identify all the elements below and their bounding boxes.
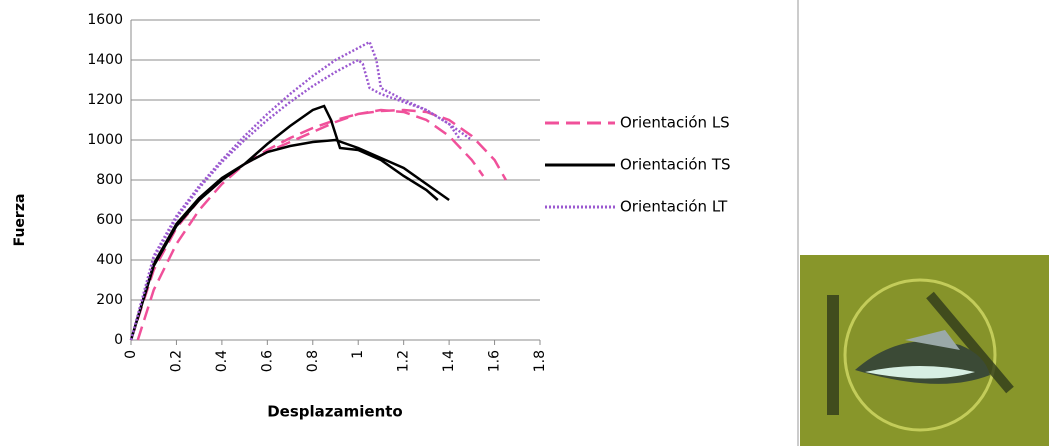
x-tick-label: 1.4 xyxy=(441,350,457,372)
x-tick-label: 1.6 xyxy=(487,350,503,372)
x-tick-label: 0.6 xyxy=(259,350,275,372)
x-axis-title: Desplazamiento xyxy=(267,403,403,421)
x-tick-label: 0.4 xyxy=(214,350,230,372)
x-tick-label: 0.8 xyxy=(305,350,321,372)
x-tick-label: 0 xyxy=(123,350,139,359)
legend-label: Orientación LS xyxy=(620,114,730,132)
x-tick-label: 1.8 xyxy=(532,350,548,372)
y-axis-title: Fuerza xyxy=(12,194,28,247)
legend-label: Orientación LT xyxy=(620,198,728,216)
series-line xyxy=(131,106,449,340)
legend-label: Orientación TS xyxy=(620,156,731,174)
x-tick-label: 0.2 xyxy=(168,350,184,372)
y-tick-label: 400 xyxy=(96,252,123,268)
y-tick-label: 1200 xyxy=(87,92,123,108)
y-tick-label: 200 xyxy=(96,292,123,308)
x-tick-label: 1.2 xyxy=(396,350,412,372)
y-tick-label: 1000 xyxy=(87,132,123,148)
series-line xyxy=(131,110,506,340)
y-tick-label: 600 xyxy=(96,212,123,228)
chart: Fuerza Desplazamiento 0 200 400 600 800 1000 1… xyxy=(0,0,1049,446)
x-tick-label: 1 xyxy=(350,350,366,359)
y-tick-label: 1600 xyxy=(87,12,123,28)
series-line xyxy=(131,42,472,340)
photo xyxy=(800,255,1049,446)
y-tick-label: 800 xyxy=(96,172,123,188)
y-tick-label: 0 xyxy=(114,332,123,348)
y-tick-label: 1400 xyxy=(87,52,123,68)
